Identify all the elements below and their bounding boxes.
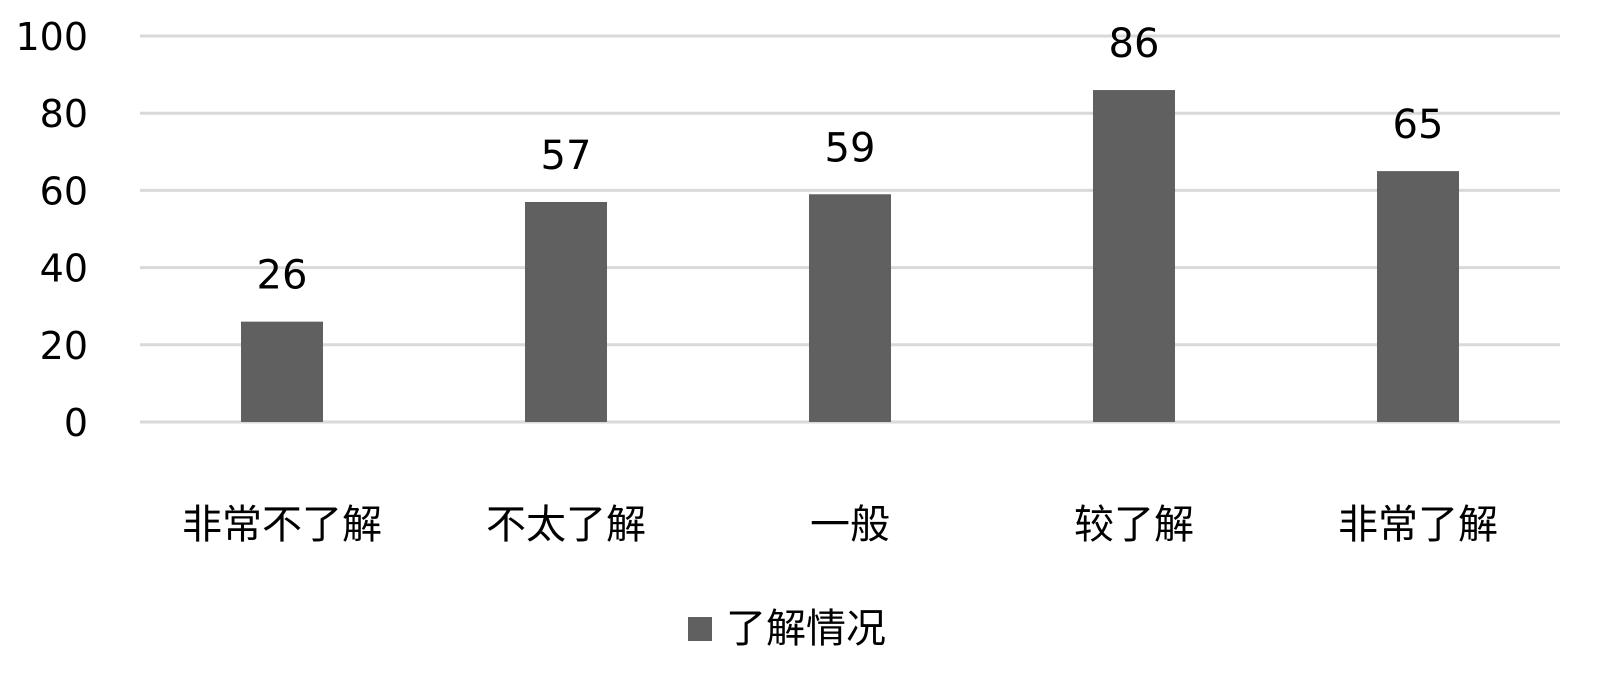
legend-label: 了解情况	[726, 606, 886, 652]
x-tick-label: 非常了解	[1338, 502, 1498, 548]
bar	[1377, 171, 1459, 422]
x-tick-label: 非常不了解	[182, 502, 382, 548]
y-tick-label: 20	[40, 324, 88, 368]
y-axis-tick-labels: 0 20 40 60 80 100	[15, 15, 88, 445]
legend: 了解情况	[688, 606, 886, 652]
bar	[525, 201, 607, 422]
bars	[241, 90, 1459, 422]
legend-swatch	[688, 617, 712, 641]
bar	[241, 321, 323, 422]
y-tick-label: 80	[40, 92, 88, 136]
data-labels: 26 57 59 86 65	[257, 21, 1444, 299]
y-tick-label: 60	[40, 169, 88, 213]
x-axis-tick-labels: 非常不了解 不太了解 一般 较了解 非常了解	[182, 502, 1498, 548]
bar	[809, 194, 891, 422]
x-tick-label: 不太了解	[486, 502, 646, 548]
y-tick-label: 0	[64, 401, 88, 445]
data-label: 86	[1109, 21, 1160, 67]
x-tick-label: 一般	[810, 502, 890, 548]
y-tick-label: 100	[15, 15, 88, 59]
data-label: 26	[257, 253, 308, 299]
x-tick-label: 较了解	[1074, 502, 1194, 548]
data-label: 65	[1393, 102, 1444, 148]
bar	[1093, 90, 1175, 422]
data-label: 57	[541, 133, 592, 179]
data-label: 59	[825, 125, 876, 171]
y-tick-label: 40	[40, 247, 88, 291]
